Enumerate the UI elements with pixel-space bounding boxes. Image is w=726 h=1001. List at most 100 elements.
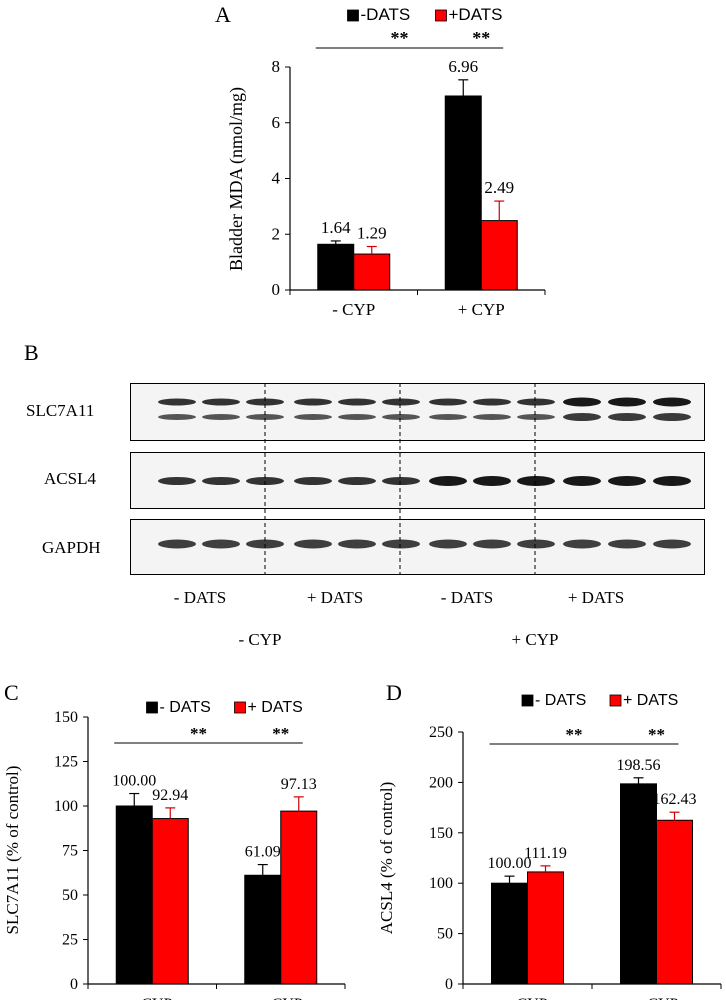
lane-group-label-2: + DATS bbox=[306, 588, 364, 607]
bar-c-s0-c0 bbox=[115, 805, 153, 985]
band-slc7a11-lane2-0 bbox=[202, 398, 240, 406]
blot-separators bbox=[264, 383, 536, 575]
y-tick-label-d-5: 250 bbox=[429, 724, 453, 741]
sig-label-d-1: ** bbox=[648, 725, 665, 744]
band-slc7a11-lane3-1 bbox=[246, 414, 284, 420]
lane-group-label-4: + DATS bbox=[567, 588, 625, 607]
band-slc7a11-lane10-1 bbox=[563, 413, 601, 421]
legend-swatch-a-0 bbox=[347, 9, 359, 22]
x-tick-label-a-0: - CYP bbox=[332, 300, 375, 319]
bar-a-s0-c0 bbox=[317, 243, 355, 291]
sig-label-a-0: ** bbox=[391, 28, 409, 48]
cyp-group-label-plus: + CYP bbox=[511, 630, 559, 649]
band-acsl4-lane5-0 bbox=[338, 477, 376, 485]
bar-d-s1-c1 bbox=[656, 819, 693, 985]
band-slc7a11-lane7-0 bbox=[429, 398, 467, 406]
x-tick-label-c-1: + CYP bbox=[259, 996, 303, 1000]
band-gapdh-lane6-0 bbox=[382, 539, 420, 549]
band-gapdh-lane11-0 bbox=[608, 539, 646, 549]
data-label-a-s1-c0: 1.29 bbox=[357, 224, 387, 243]
band-slc7a11-lane4-0 bbox=[294, 398, 332, 406]
y-tick-label-d-4: 200 bbox=[429, 774, 453, 791]
data-label-d-s0-c1: 198.56 bbox=[617, 757, 661, 774]
sig-label-c-0: ** bbox=[190, 724, 207, 743]
legend-label-c-1: + DATS bbox=[248, 699, 303, 716]
band-slc7a11-lane12-1 bbox=[653, 413, 691, 421]
band-slc7a11-lane10-0 bbox=[563, 397, 601, 407]
band-slc7a11-lane6-1 bbox=[382, 414, 420, 420]
data-label-a-s0-c0: 1.64 bbox=[321, 218, 351, 237]
band-slc7a11-lane8-1 bbox=[473, 414, 511, 420]
lane-group-label-3: - DATS bbox=[440, 588, 494, 607]
band-slc7a11-lane7-1 bbox=[429, 414, 467, 420]
y-tick-label-a-0: 0 bbox=[272, 280, 281, 299]
x-tick-label-d-1: + CYP bbox=[634, 996, 678, 1000]
band-acsl4-lane2-0 bbox=[202, 477, 240, 485]
chart-a: 0 2 4 6 8 - CYP + CYP Bladder MDA (nmol/mg) 1.64… bbox=[226, 5, 546, 319]
blot-gapdh-bands bbox=[158, 539, 691, 549]
blot-label-gapdh: GAPDH bbox=[42, 538, 101, 557]
chart-d: 0 50 100 150 200 250 - CYP + CYP ACSL4 (% of con… bbox=[377, 692, 722, 1000]
sig-label-c-1: ** bbox=[272, 724, 289, 743]
legend-label-c-0: - DATS bbox=[160, 699, 211, 716]
band-slc7a11-lane8-0 bbox=[473, 398, 511, 406]
x-tick-label-d-0: - CYP bbox=[507, 996, 548, 1000]
band-acsl4-lane10-0 bbox=[563, 476, 601, 486]
y-tick-label-d-1: 50 bbox=[437, 926, 453, 943]
bar-a-s1-c1 bbox=[480, 220, 518, 291]
y-tick-label-c-5: 125 bbox=[54, 754, 78, 771]
data-label-d-s1-c0: 111.19 bbox=[524, 845, 567, 862]
chart-c: 0 25 50 75 100 125 150 - CYP + CYP SLC7A11 (% of … bbox=[3, 699, 346, 1000]
bar-c-s0-c1 bbox=[244, 874, 282, 985]
band-slc7a11-lane6-0 bbox=[382, 398, 420, 406]
y-tick-label-c-2: 50 bbox=[62, 887, 78, 904]
y-axis-label-a: Bladder MDA (nmol/mg) bbox=[226, 87, 247, 271]
band-acsl4-lane4-0 bbox=[294, 477, 332, 485]
band-acsl4-lane11-0 bbox=[608, 476, 646, 486]
band-gapdh-lane5-0 bbox=[338, 539, 376, 549]
band-gapdh-lane8-0 bbox=[473, 539, 511, 549]
legend-label-a-0: -DATS bbox=[361, 5, 411, 24]
band-acsl4-lane12-0 bbox=[653, 476, 691, 486]
legend-swatch-a-1 bbox=[435, 9, 447, 22]
sig-label-d-0: ** bbox=[566, 725, 583, 744]
data-label-d-s0-c0: 100.00 bbox=[488, 855, 532, 872]
bar-c-s1-c0 bbox=[151, 818, 189, 985]
band-slc7a11-lane11-0 bbox=[608, 397, 646, 407]
y-tick-label-d-0: 0 bbox=[445, 976, 453, 993]
band-gapdh-lane12-0 bbox=[653, 539, 691, 549]
panel-b-letter: B bbox=[24, 340, 39, 365]
blot-label-acsl4: ACSL4 bbox=[44, 469, 96, 488]
data-label-a-s0-c1: 6.96 bbox=[448, 57, 478, 76]
band-gapdh-lane10-0 bbox=[563, 539, 601, 549]
legend-label-d-0: - DATS bbox=[535, 692, 586, 709]
cyp-group-label-minus: - CYP bbox=[238, 630, 282, 649]
panel-a-letter: A bbox=[215, 2, 231, 27]
legend-swatch-d-1 bbox=[609, 694, 622, 707]
band-slc7a11-lane2-1 bbox=[202, 414, 240, 420]
bar-d-s0-c0 bbox=[491, 882, 528, 985]
band-gapdh-lane2-0 bbox=[202, 539, 240, 549]
band-slc7a11-lane9-0 bbox=[517, 398, 555, 406]
data-label-c-s0-c0: 100.00 bbox=[112, 773, 156, 790]
panel-c-letter: C bbox=[4, 680, 19, 705]
data-label-d-s1-c1: 162.43 bbox=[653, 791, 697, 808]
blot-label-slc7a11: SLC7A11 bbox=[26, 401, 95, 420]
band-slc7a11-lane3-0 bbox=[246, 398, 284, 406]
y-tick-label-a-3: 6 bbox=[272, 113, 281, 132]
bar-d-s0-c1 bbox=[620, 783, 657, 985]
y-tick-label-c-0: 0 bbox=[70, 976, 78, 993]
band-acsl4-lane6-0 bbox=[382, 477, 420, 485]
legend-label-a-1: +DATS bbox=[449, 5, 503, 24]
data-label-c-s1-c1: 97.13 bbox=[281, 776, 317, 793]
y-tick-label-c-6: 150 bbox=[54, 709, 78, 726]
panel-d-letter: D bbox=[386, 680, 402, 705]
bar-d-s1-c0 bbox=[527, 871, 564, 985]
y-axis-label-c: SLC7A11 (% of control) bbox=[3, 766, 22, 935]
band-slc7a11-lane1-1 bbox=[158, 414, 196, 420]
y-tick-label-c-4: 100 bbox=[54, 798, 78, 815]
blot-acsl4-bands bbox=[158, 476, 691, 486]
band-slc7a11-lane5-0 bbox=[338, 398, 376, 406]
band-gapdh-lane7-0 bbox=[429, 539, 467, 549]
y-tick-label-a-2: 4 bbox=[272, 169, 281, 188]
